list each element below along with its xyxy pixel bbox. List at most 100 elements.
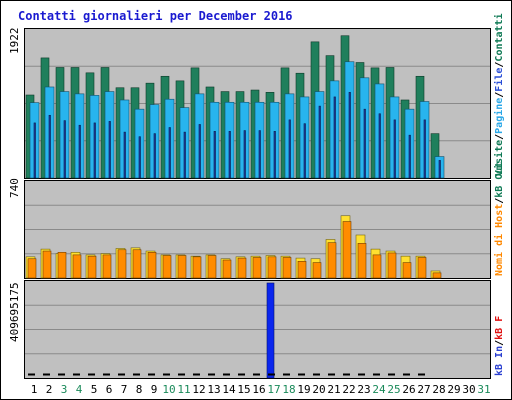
- bar-kb-in: [266, 282, 275, 379]
- bar-kb-out: [312, 262, 322, 279]
- ylabel-part: kB F: [494, 316, 505, 340]
- x-tick-label: 12: [192, 383, 205, 396]
- bar-files: [48, 114, 51, 179]
- bar-files: [183, 131, 186, 179]
- x-tick-label: 21: [327, 383, 340, 396]
- bar-kb-out: [117, 249, 127, 279]
- bar-kb-out: [282, 257, 292, 279]
- x-tick-label: 25: [387, 383, 400, 396]
- bar-kb-out: [297, 261, 307, 279]
- bar-kb-out: [72, 254, 82, 279]
- x-tick-label: 29: [447, 383, 460, 396]
- ylabel-separator: /: [494, 198, 505, 204]
- panel-kb-ylabel: kB In/kB F: [494, 316, 505, 376]
- ylabel-part: Pagine: [493, 98, 505, 134]
- panel-visits: [25, 35, 490, 179]
- x-tick-label: 23: [357, 383, 370, 396]
- ylabel-separator: /: [494, 62, 505, 68]
- bar-files: [318, 105, 321, 179]
- bar-files: [438, 160, 441, 179]
- x-tick-label: 31: [477, 383, 490, 396]
- bar-kb-out: [357, 243, 367, 279]
- bar-files: [108, 121, 111, 179]
- panel-hosts-ymax: 740: [8, 178, 21, 198]
- panel-kb-ymax: 409695175: [8, 282, 21, 342]
- bar-kb-out: [237, 257, 247, 279]
- bar-kb-out: [402, 262, 412, 279]
- bar-files: [78, 124, 81, 179]
- chart-title: Contatti giornalieri per December 2016: [18, 9, 293, 23]
- panel-hosts-ylabel: Nomi di Host/kB Out: [493, 162, 505, 276]
- bar-files: [303, 123, 306, 179]
- x-tick-label: 16: [252, 383, 265, 396]
- ylabel-separator: /: [494, 340, 505, 346]
- x-tick-label: 8: [136, 383, 143, 396]
- x-tick-label: 5: [91, 383, 98, 396]
- bar-kb-out: [147, 252, 157, 279]
- x-tick-label: 28: [432, 383, 445, 396]
- x-tick-label: 3: [61, 383, 68, 396]
- bar-files: [243, 130, 246, 179]
- x-tick-label: 17: [267, 383, 280, 396]
- bar-kb-out: [57, 252, 67, 279]
- bar-files: [213, 131, 216, 179]
- ylabel-part: Contatti: [493, 13, 505, 61]
- ylabel-part: Visite: [493, 140, 505, 176]
- ylabel-part: kB In: [494, 346, 505, 376]
- bar-files: [198, 124, 201, 179]
- x-tick-label: 27: [417, 383, 430, 396]
- panel-hosts: [25, 204, 490, 279]
- bar-files: [168, 127, 171, 179]
- bar-kb-out: [417, 257, 427, 279]
- bar-kb-out: [42, 250, 52, 279]
- bar-files: [258, 130, 261, 179]
- bar-kb-out: [267, 256, 277, 279]
- ylabel-part: Nomi di Host: [493, 204, 505, 276]
- bar-kb-out: [387, 252, 397, 279]
- x-tick-label: 1: [31, 383, 38, 396]
- bar-kb-out: [342, 221, 352, 279]
- x-tick-label: 14: [222, 383, 236, 396]
- bar-files: [363, 108, 366, 179]
- bar-files: [393, 119, 396, 179]
- panel-kb: [25, 282, 490, 379]
- bar-kb-out: [162, 255, 172, 279]
- bar-files: [288, 119, 291, 179]
- bar-kb-out: [27, 258, 37, 279]
- bar-kb-out: [102, 254, 112, 279]
- ylabel-separator: /: [494, 92, 505, 98]
- bar-kb-out: [432, 272, 442, 279]
- bar-files: [333, 96, 336, 179]
- x-tick-label: 24: [372, 383, 386, 396]
- x-tick-label: 26: [402, 383, 415, 396]
- x-tick-label: 13: [207, 383, 220, 396]
- panel-visits-ylabel: Visite/Pagine/File/Contatti: [493, 13, 505, 176]
- x-axis-day-labels: 1 2 3 4 5 6 7 8 9 10 11 12 13 14 15 16 17 18 19 20 21 22 23 24 2…: [31, 383, 491, 396]
- bar-kb-out: [177, 255, 187, 279]
- bar-files: [63, 120, 66, 179]
- panel-visits-ymax: 1922: [8, 28, 21, 55]
- bar-kb-out: [207, 255, 217, 279]
- bar-files: [138, 136, 141, 179]
- x-tick-label: 18: [282, 383, 295, 396]
- bar-files: [348, 92, 351, 179]
- bar-files: [273, 131, 276, 179]
- bar-kb-out: [327, 242, 337, 279]
- bar-files: [33, 122, 36, 179]
- bar-files: [123, 131, 126, 179]
- bar-kb-out: [87, 255, 97, 279]
- x-tick-label: 9: [151, 383, 158, 396]
- x-tick-label: 15: [237, 383, 250, 396]
- x-tick-label: 19: [297, 383, 310, 396]
- bar-kb-out: [222, 259, 232, 279]
- x-tick-label: 10: [162, 383, 175, 396]
- bar-files: [378, 113, 381, 179]
- x-tick-label: 7: [121, 383, 128, 396]
- ylabel-separator: /: [494, 134, 505, 140]
- x-tick-label: 6: [106, 383, 113, 396]
- ylabel-part: File: [493, 68, 505, 92]
- ylabel-part: kB Out: [494, 162, 505, 198]
- x-tick-label: 30: [462, 383, 475, 396]
- bar-kb-out: [252, 257, 262, 279]
